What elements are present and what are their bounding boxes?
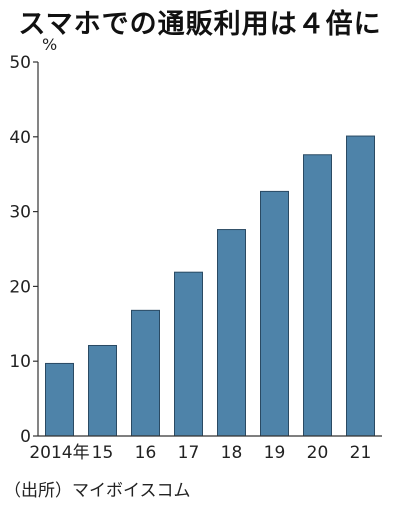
x-tick-label: 16 xyxy=(135,443,157,463)
y-tick-label: 10 xyxy=(9,352,31,372)
y-tick-label: 20 xyxy=(9,277,31,297)
bars xyxy=(45,135,375,437)
x-tick-label: 2014年 xyxy=(29,443,89,463)
bar-1 xyxy=(88,344,117,437)
y-axis: 0 10 20 30 40 50 xyxy=(9,53,39,447)
bar-7 xyxy=(346,135,375,437)
x-axis: 2014年 15 16 17 18 19 20 21 xyxy=(29,435,382,463)
x-tick-label: 17 xyxy=(178,443,200,463)
y-tick-label: 30 xyxy=(9,203,31,223)
x-tick-label: 19 xyxy=(264,443,286,463)
y-tick-label: 50 xyxy=(9,53,31,73)
x-tick-label: 18 xyxy=(221,443,243,463)
chart-title: スマホでの通販利用は４倍に xyxy=(18,9,382,40)
bar-5 xyxy=(260,190,289,437)
x-tick-label: 21 xyxy=(350,443,372,463)
y-unit-label: % xyxy=(42,35,57,54)
x-tick-label: 20 xyxy=(307,443,329,463)
bar-6 xyxy=(303,154,332,437)
x-tick-label: 15 xyxy=(92,443,114,463)
bar-2 xyxy=(131,309,160,437)
y-tick-label: 0 xyxy=(20,427,31,447)
y-tick-label: 40 xyxy=(9,128,31,148)
bar-0 xyxy=(45,362,74,437)
source-note: （出所）マイボイスコム xyxy=(4,481,191,501)
bar-3 xyxy=(174,271,203,437)
bar-4 xyxy=(217,229,246,437)
